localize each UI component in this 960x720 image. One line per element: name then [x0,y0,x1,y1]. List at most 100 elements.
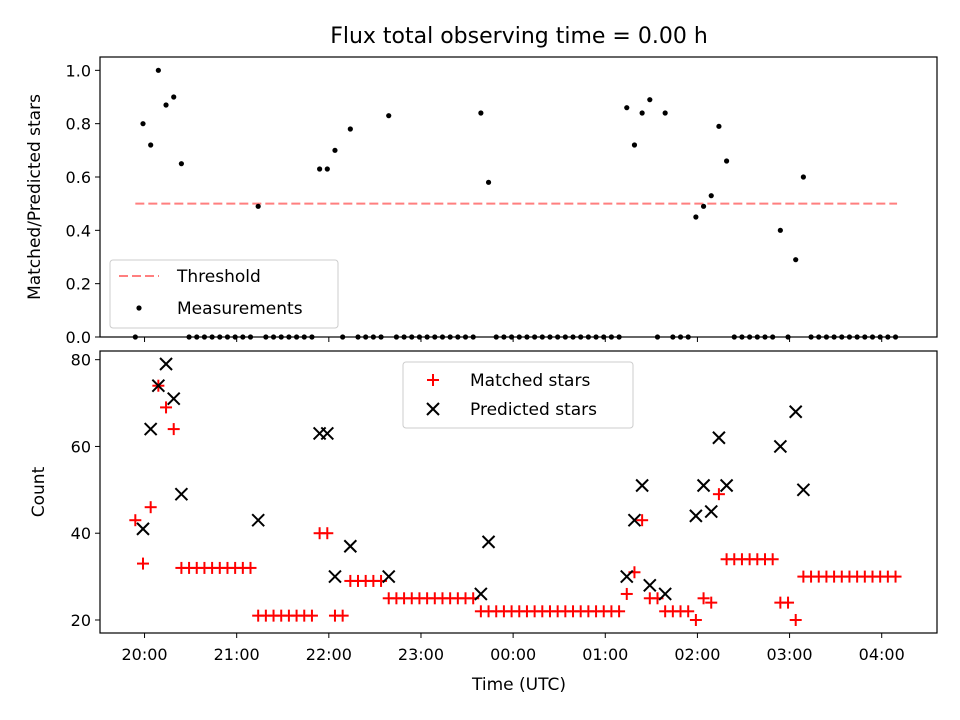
ratio-y-tick-label: 1.0 [66,61,91,80]
legend-matched-label: Matched stars [470,371,590,391]
predicted-x-b [174,487,189,501]
predicted-star-point [251,513,265,527]
legend-predicted-label: Predicted stars [470,400,597,420]
predicted-star-point [474,587,488,601]
measurement-point [324,166,330,172]
count-x-tick-label: 22:00 [306,645,352,664]
predicted-x-b [474,587,488,601]
predicted-star-point [343,539,358,553]
measurement-point [255,203,261,209]
measurement-point [793,257,799,263]
matched-star-point [705,596,718,609]
measurement-point [485,179,492,185]
measurement-point [317,166,323,172]
predicted-star-point [635,478,649,493]
measurement-point [639,110,645,116]
count-x-tick-label: 21:00 [214,645,260,664]
predicted-x-b [159,357,173,371]
predicted-star-point [627,513,642,527]
count-y-tick-label: 40 [71,524,91,543]
count-y-axis-label: Count [29,466,49,517]
predicted-x-b [151,379,166,393]
count-axes: 20 40 60 80 20:00 21:00 22:00 23:00 00:00 01:00 0… [29,350,938,695]
predicted-x-b [343,539,358,553]
predicted-x-b [704,504,718,519]
predicted-x-b [658,587,672,601]
matched-star-point [321,527,334,540]
predicted-x-b [251,513,265,527]
ratio-y-tick-label: 0.0 [66,328,91,347]
count-x-tick-label: 02:00 [674,645,720,664]
predicted-star-point [136,522,150,536]
count-x-tick-label: 23:00 [398,645,444,664]
chart-title: Flux total observing time = 0.00 h [330,24,708,49]
legend-matched-swatch [427,374,439,386]
measurement-point [347,126,353,132]
count-legend: Matched stars Predicted stars [402,361,634,429]
count-y-tick-label: 60 [71,437,91,456]
measurement-point [171,94,177,100]
matched-star-point [636,514,649,527]
matched-star-point [712,488,725,501]
predicted-star-point [689,509,703,523]
predicted-x-b [712,431,726,445]
predicted-star-point [320,426,335,441]
measurement-point [386,113,392,119]
measurement-point [163,102,169,108]
measurement-point [777,227,783,233]
predicted-x-b [696,478,711,493]
predicted-x-b [382,569,396,584]
measurement-point [140,121,146,127]
matched-star-point [167,423,180,436]
predicted-star-point [382,569,396,584]
predicted-x-b [136,522,150,536]
matched-star-point [137,557,150,570]
matched-star-point [889,570,902,583]
legend-measurements-label: Measurements [177,299,303,319]
predicted-star-point [719,478,734,493]
predicted-x-b [773,439,788,454]
predicted-star-point [658,587,672,601]
ratio-x-ticks [144,337,883,342]
matched-star-point [144,501,157,514]
predicted-star-point [620,569,634,584]
predicted-x-b [167,392,181,406]
matched-star-point [782,596,795,609]
predicted-star-point [789,405,803,419]
count-x-tick-label: 20:00 [121,645,167,664]
count-x-tick-label: 01:00 [582,645,628,664]
legend-threshold-label: Threshold [176,267,261,287]
measurement-point [662,110,668,116]
ratio-y-tick-label: 0.6 [66,168,91,187]
legend-measurements-swatch [136,305,142,311]
measurement-point [178,161,184,167]
predicted-star-point [167,392,181,406]
predicted-star-point [796,483,811,497]
predicted-x-b [627,513,642,527]
predicted-star-point [773,439,788,454]
predicted-star-point [696,478,711,493]
ratio-y-tick-label: 0.2 [66,275,91,294]
predicted-star-point [174,487,189,501]
predicted-star-point [328,569,342,584]
measurement-point [155,67,161,73]
predicted-star-point [704,504,718,519]
measurement-point [148,142,154,148]
predicted-x-b [620,569,634,584]
measurement-point [332,147,338,153]
measurement-point [631,142,638,148]
ratio-axes: 0.0 0.2 0.4 0.6 0.8 1.0 Matched/Predicted sta… [25,56,938,347]
predicted-x-b [719,478,734,493]
matched-star-point [789,613,802,626]
predicted-star-point [143,422,158,436]
count-x-ticks: 20:00 21:00 22:00 23:00 00:00 01:00 02:00 03:00… [121,633,905,664]
count-y-ticks: 20 40 60 80 [71,351,100,630]
count-axes-frame [99,350,938,634]
measurement-point [800,174,806,180]
x-axis-label: Time (UTC) [471,675,566,695]
count-plot-marks [129,357,902,626]
count-x-tick-label: 00:00 [490,645,536,664]
ratio-y-axis-label: Matched/Predicted stars [25,94,45,300]
matched-star-point [682,605,695,618]
